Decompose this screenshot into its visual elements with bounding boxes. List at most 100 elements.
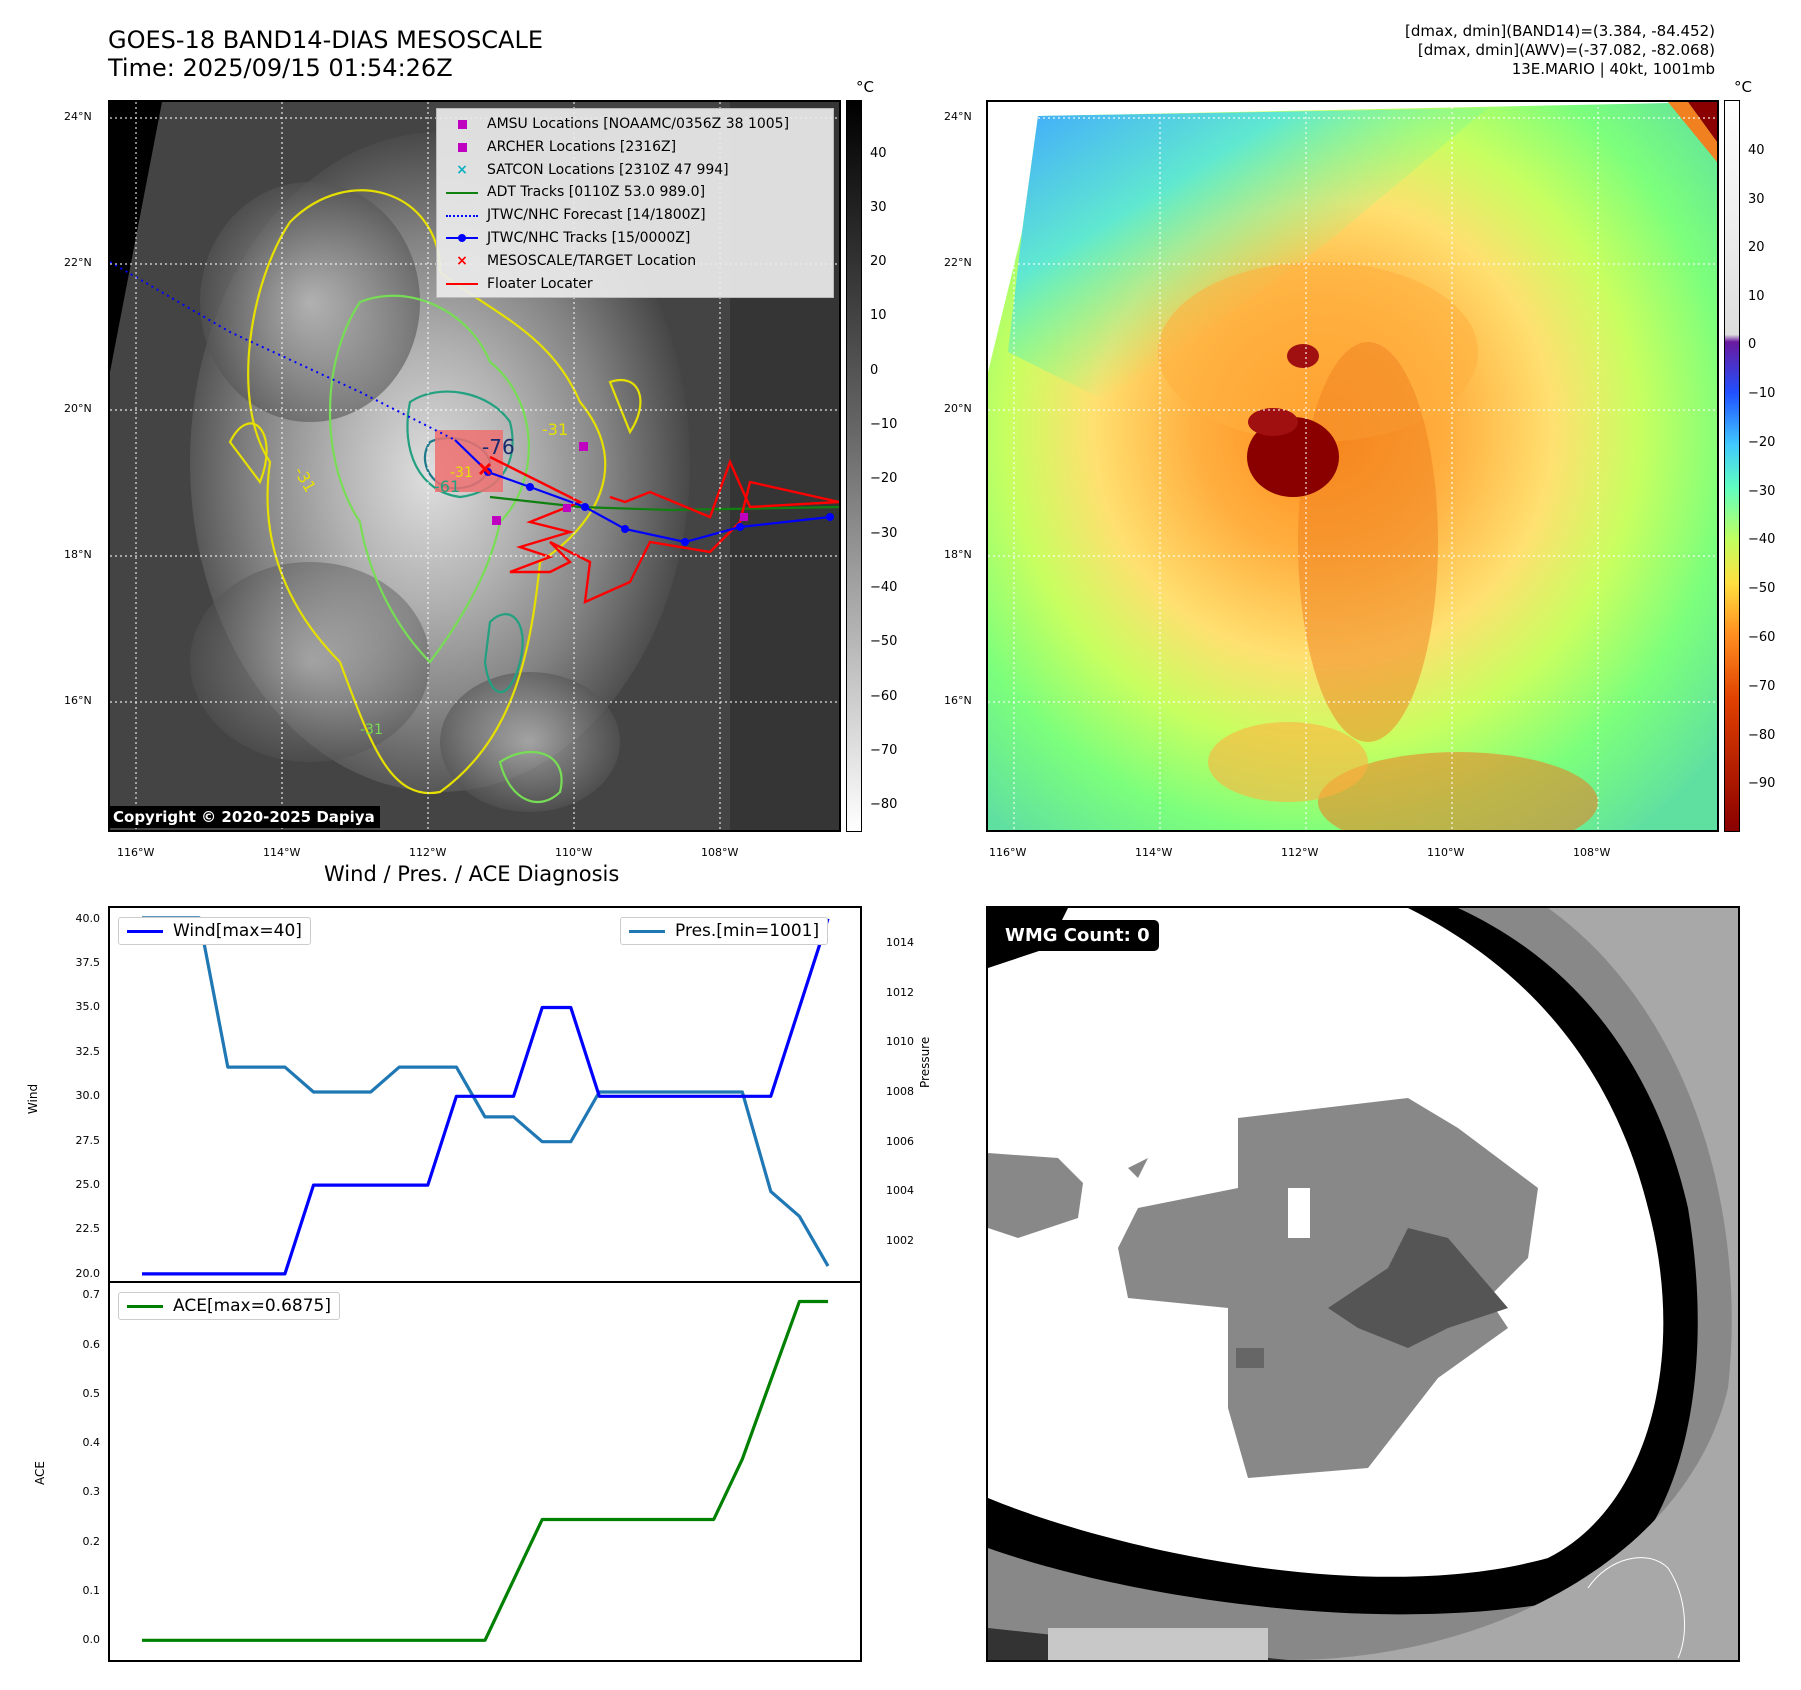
legend-target: × MESOSCALE/TARGET Location [443,250,825,273]
lon-label: 114°W [263,846,301,859]
ace-axis-label: ACE [32,1461,47,1485]
wind-line-icon [127,929,163,933]
ace-tick-label: 0.7 [82,1288,101,1302]
lat-label: 16°N [944,694,972,707]
lon-label: 116°W [989,846,1027,859]
awv-satellite-map[interactable] [986,100,1719,832]
ace-tick-label: 0.6 [82,1337,101,1351]
ace-tick-label: 0.0 [82,1633,101,1647]
lat-label: 18°N [944,548,972,561]
x-marker-icon: × [456,252,468,269]
ace-series-line [142,1299,828,1642]
lon-label: 110°W [555,846,593,859]
storm-info: [dmax, dmin](BAND14)=(3.384, -84.452) [d… [1405,22,1715,79]
storm-status: 13E.MARIO | 40kt, 1001mb [1511,60,1715,78]
lat-label: 16°N [64,694,92,707]
lat-label: 22°N [944,256,972,269]
target-box [435,430,503,492]
wmg-eye-zoom[interactable] [986,906,1740,1662]
wind-tick-label: 20.0 [75,1266,101,1280]
pressure-axis-label: Pressure [918,1036,932,1088]
pressure-legend: Pres.[min=1001] [620,917,829,945]
line-marker-icon [443,191,481,194]
eye-cold-region [1247,417,1339,497]
title-product: GOES-18 BAND14-DIAS MESOSCALE [108,26,544,54]
lat-label: 18°N [64,548,92,561]
pressure-tick-label: 1012 [886,985,914,999]
wind-tick-label: 27.5 [75,1133,101,1147]
contour-label-31a: -31 [542,420,569,439]
lon-label: 112°W [409,846,447,859]
ir-colorbar [846,100,862,832]
pressure-tick-label: 1002 [886,1234,914,1248]
awv-map-image [988,102,1717,830]
legend-tracks: JTWC/NHC Tracks [15/0000Z] [443,227,825,250]
x-marker-icon: × [456,161,468,178]
awv-range: [dmax, dmin](AWV)=(-37.082, -82.068) [1417,41,1715,59]
copyright-label: Copyright © 2020-2025 Dapiya [108,806,380,828]
lat-label: 22°N [64,256,92,269]
wind-tick-label: 40.0 [75,911,101,925]
legend-floater: Floater Locater [443,273,825,296]
lat-label: 24°N [944,110,972,123]
chart-title: Wind / Pres. / ACE Diagnosis [324,862,620,886]
ir-colorbar-unit: °C [856,78,874,96]
wind-legend: Wind[max=40] [118,917,311,945]
dot-line-icon [443,234,481,243]
wind-tick-label: 32.5 [75,1044,101,1058]
lon-label: 114°W [1135,846,1173,859]
ace-tick-label: 0.3 [82,1485,101,1499]
awv-colorbar [1724,100,1740,832]
legend-forecast: JTWC/NHC Forecast [14/1800Z] [443,204,825,227]
ace-chart [108,1281,862,1662]
lat-label: 20°N [944,402,972,415]
ace-plot [142,1299,828,1642]
legend-archer: ARCHER Locations [2316Z] [443,136,825,159]
ace-tick-label: 0.1 [82,1584,101,1597]
wmg-image [988,908,1738,1660]
line-marker-icon [443,282,481,285]
awv-colorbar-unit: °C [1734,78,1752,96]
wind-tick-label: 35.0 [75,1000,101,1014]
lon-label: 110°W [1427,846,1465,859]
title-time: Time: 2025/09/15 01:54:26Z [108,54,453,82]
band14-range: [dmax, dmin](BAND14)=(3.384, -84.452) [1404,22,1715,40]
lat-label: 24°N [64,110,92,123]
contour-label-31c: -31 [450,465,473,481]
lon-label: 108°W [1573,846,1611,859]
square-marker-icon [443,142,481,152]
pressure-tick-label: 1004 [886,1184,914,1198]
ace-legend: ACE[max=0.6875] [118,1292,340,1320]
pressure-tick-label: 1010 [886,1035,914,1049]
wind-pressure-chart [108,906,862,1283]
wind-axis-label: Wind [26,1083,41,1115]
wind-pressure-plot [142,916,830,1276]
wmg-count-badge: WMG Count: 0 [996,920,1159,951]
square-marker-icon [443,119,481,129]
legend-amsu: AMSU Locations [NOAAMC/0356Z 38 1005] [443,113,825,136]
legend-satcon: × SATCON Locations [2310Z 47 994] [443,159,825,182]
wind-series-line [142,918,830,1276]
lon-label: 116°W [117,846,155,859]
pressure-tick-label: 1014 [886,935,914,949]
ace-tick-label: 0.4 [82,1436,101,1450]
ace-tick-label: 0.5 [82,1386,101,1400]
lon-label: 112°W [1281,846,1319,859]
contour-label-61: -61 [434,477,461,496]
wind-tick-label: 37.5 [75,956,101,970]
wind-tick-label: 25.0 [75,1178,101,1192]
figure-title: GOES-18 BAND14-DIAS MESOSCALE Time: 2025… [108,26,543,82]
ace-tick-label: 0.2 [82,1534,101,1548]
pressure-line-icon [629,929,665,933]
ace-line-icon [127,1304,163,1308]
lat-label: 20°N [64,402,92,415]
wind-tick-label: 22.5 [75,1222,101,1236]
contour-label-76: -76 [482,435,515,459]
lon-label: 108°W [701,846,739,859]
contour-label-31d: -31 [360,722,383,738]
dotted-line-icon [443,214,481,217]
pressure-tick-label: 1008 [886,1085,914,1098]
pressure-series-line [142,916,830,1267]
pressure-tick-label: 1006 [886,1134,914,1148]
legend-adt: ADT Tracks [0110Z 53.0 989.0] [443,181,825,204]
